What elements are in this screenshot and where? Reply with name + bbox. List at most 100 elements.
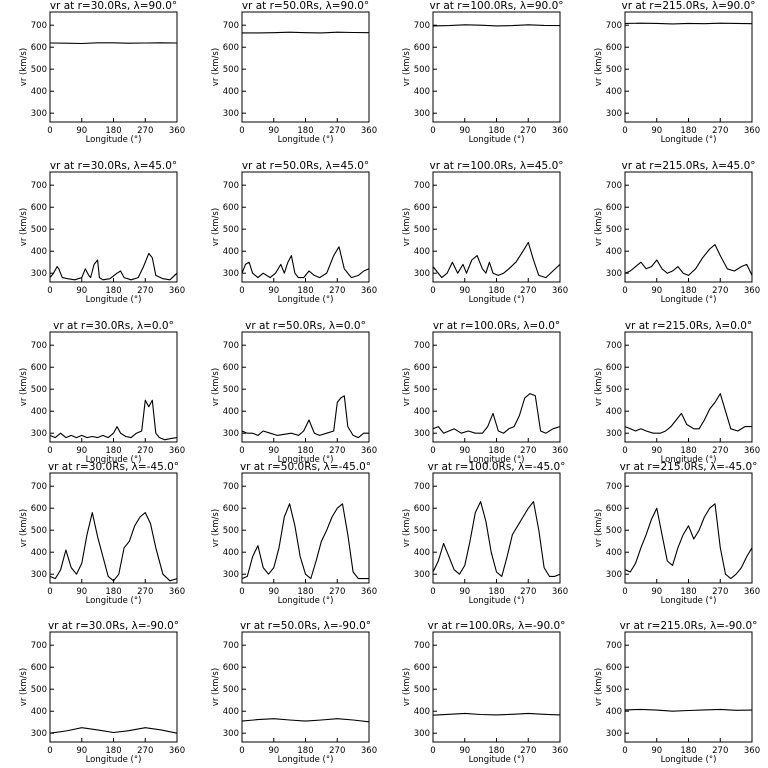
x-tick-label: 90 xyxy=(268,587,279,597)
y-axis-label: vr (km/s) xyxy=(594,368,604,406)
x-tick-label: 0 xyxy=(47,746,52,756)
x-tick-label: 90 xyxy=(268,126,279,136)
x-tick-label: 270 xyxy=(520,446,536,456)
y-tick-label: 500 xyxy=(606,65,622,75)
x-tick-label: 360 xyxy=(361,126,377,136)
plot-frame xyxy=(49,631,178,743)
panel-4-2: vr at r=100.0Rs, λ=-90.0° 0 90 180 270 360 300… xyxy=(402,620,568,765)
plot-frame xyxy=(241,631,370,743)
y-axis-label: vr (km/s) xyxy=(594,509,604,547)
panel-title: vr at r=30.0Rs, λ=0.0° xyxy=(53,320,174,332)
x-tick-label: 0 xyxy=(430,446,435,456)
y-tick-label: 400 xyxy=(223,707,239,717)
panel-title: vr at r=50.0Rs, λ=-90.0° xyxy=(240,620,371,632)
x-tick-label: 360 xyxy=(361,746,377,756)
panel-1-1: vr at r=50.0Rs, λ=45.0° 0 90 180 270 360 300 40… xyxy=(211,160,377,305)
x-tick-label: 270 xyxy=(137,746,153,756)
y-axis-label: vr (km/s) xyxy=(594,48,604,86)
y-tick-label: 300 xyxy=(606,429,622,439)
y-tick-label: 500 xyxy=(31,65,47,75)
y-tick-label: 400 xyxy=(606,247,622,257)
x-axis-label: Longitude (°) xyxy=(278,135,334,145)
x-tick-label: 360 xyxy=(744,126,760,136)
series-line xyxy=(49,512,178,582)
series-line xyxy=(624,244,753,276)
x-tick-label: 0 xyxy=(430,587,435,597)
y-tick-label: 400 xyxy=(606,407,622,417)
x-axis-label: Longitude (°) xyxy=(661,135,717,145)
x-tick-label: 360 xyxy=(361,286,377,296)
y-tick-label: 600 xyxy=(223,203,239,213)
x-tick-label: 90 xyxy=(651,746,662,756)
x-axis-label: Longitude (°) xyxy=(469,455,525,465)
panel-2-3: vr at r=215.0Rs, λ=0.0° 0 90 180 270 360 300 40… xyxy=(594,320,760,465)
panel-2-2: vr at r=100.0Rs, λ=0.0° 0 90 180 270 360 300 40… xyxy=(402,320,568,465)
x-axis-label: Longitude (°) xyxy=(469,135,525,145)
series-line xyxy=(49,727,178,734)
y-tick-label: 700 xyxy=(31,482,47,492)
y-tick-label: 400 xyxy=(223,247,239,257)
x-tick-label: 270 xyxy=(712,286,728,296)
y-tick-label: 700 xyxy=(606,341,622,351)
y-tick-label: 500 xyxy=(606,225,622,235)
y-tick-label: 300 xyxy=(223,429,239,439)
plot-frame xyxy=(241,331,370,443)
plot-frame xyxy=(624,631,753,743)
panel-title: vr at r=30.0Rs, λ=-45.0° xyxy=(48,461,179,473)
x-tick-label: 0 xyxy=(622,126,627,136)
x-tick-label: 180 xyxy=(488,746,504,756)
plot-frame xyxy=(49,11,178,123)
panel-title: vr at r=100.0Rs, λ=-90.0° xyxy=(428,620,566,632)
plot-frame xyxy=(624,11,753,123)
x-axis-label: Longitude (°) xyxy=(86,295,142,305)
series-line xyxy=(241,246,370,279)
y-axis-label: vr (km/s) xyxy=(19,48,29,86)
y-tick-label: 300 xyxy=(606,570,622,580)
panel-title: vr at r=50.0Rs, λ=-45.0° xyxy=(240,461,371,473)
series-line xyxy=(624,393,752,434)
y-tick-label: 600 xyxy=(31,363,47,373)
y-tick-label: 400 xyxy=(31,707,47,717)
y-tick-label: 700 xyxy=(31,341,47,351)
x-tick-label: 90 xyxy=(76,286,87,296)
y-tick-label: 500 xyxy=(414,526,430,536)
panel-3-1: vr at r=50.0Rs, λ=-45.0° 0 90 180 270 360 300 4… xyxy=(211,461,377,606)
panel-title: vr at r=215.0Rs, λ=45.0° xyxy=(621,160,755,172)
y-tick-label: 500 xyxy=(223,65,239,75)
x-tick-label: 270 xyxy=(712,587,728,597)
x-tick-label: 90 xyxy=(459,587,470,597)
y-tick-label: 400 xyxy=(414,548,430,558)
y-tick-label: 300 xyxy=(414,429,430,439)
x-tick-label: 180 xyxy=(488,446,504,456)
y-tick-label: 300 xyxy=(31,570,47,580)
y-tick-label: 500 xyxy=(31,385,47,395)
y-axis-label: vr (km/s) xyxy=(402,368,412,406)
x-tick-label: 0 xyxy=(239,286,244,296)
y-tick-label: 600 xyxy=(223,663,239,673)
y-axis-label: vr (km/s) xyxy=(19,208,29,246)
x-tick-label: 360 xyxy=(361,446,377,456)
y-tick-label: 400 xyxy=(414,247,430,257)
y-tick-label: 700 xyxy=(414,482,430,492)
y-tick-label: 700 xyxy=(31,641,47,651)
y-tick-label: 300 xyxy=(414,269,430,279)
y-axis-label: vr (km/s) xyxy=(19,668,29,706)
y-tick-label: 500 xyxy=(31,685,47,695)
x-tick-label: 180 xyxy=(105,746,121,756)
plot-frame xyxy=(241,11,370,123)
y-tick-label: 400 xyxy=(31,87,47,97)
y-tick-label: 500 xyxy=(223,385,239,395)
y-tick-label: 400 xyxy=(414,407,430,417)
plot-frame xyxy=(432,472,561,584)
y-tick-label: 600 xyxy=(31,663,47,673)
panel-0-0: vr at r=30.0Rs, λ=90.0° 0 90 180 270 360 300 40… xyxy=(19,0,185,145)
x-axis-label: Longitude (°) xyxy=(469,295,525,305)
y-tick-label: 600 xyxy=(414,663,430,673)
x-tick-label: 90 xyxy=(268,446,279,456)
x-tick-label: 270 xyxy=(520,286,536,296)
x-tick-label: 180 xyxy=(488,587,504,597)
y-tick-label: 700 xyxy=(606,641,622,651)
panel-2-1: vr at r=50.0Rs, λ=0.0° 0 90 180 270 360 300 400… xyxy=(211,320,377,465)
y-tick-label: 300 xyxy=(223,570,239,580)
x-axis-label: Longitude (°) xyxy=(86,755,142,765)
